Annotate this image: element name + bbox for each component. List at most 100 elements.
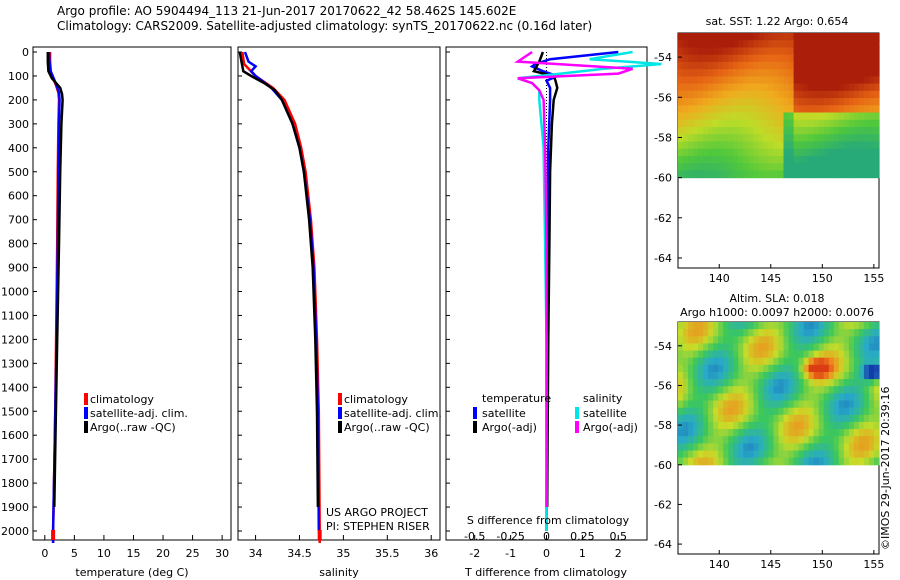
map-cell — [758, 170, 764, 179]
map-cell — [763, 343, 769, 352]
map-cell — [828, 155, 835, 164]
map-cell — [753, 33, 759, 41]
map-cell — [678, 155, 684, 164]
map-cell — [773, 414, 780, 423]
map-cell — [788, 364, 795, 373]
map-cell — [838, 119, 845, 128]
map-cell — [738, 357, 744, 366]
map-cell — [743, 357, 749, 366]
map-cell — [688, 379, 694, 387]
map-cell — [818, 148, 825, 157]
map-cell — [688, 421, 694, 430]
map-cell — [778, 421, 785, 430]
map-cell — [743, 69, 749, 77]
map-cell — [683, 329, 689, 337]
map-cell — [828, 421, 835, 430]
map-cell — [808, 83, 815, 92]
map-cell — [793, 436, 800, 444]
map-cell — [808, 379, 815, 387]
map-cell — [708, 372, 714, 380]
map-cell — [773, 336, 780, 344]
map-cell — [813, 421, 820, 430]
map-cell — [803, 393, 810, 402]
map-cell — [858, 76, 865, 85]
map-cell — [698, 40, 704, 48]
map-cell — [874, 127, 880, 135]
map-cell — [838, 141, 845, 150]
map-cell — [778, 127, 785, 135]
map-cell — [863, 329, 870, 337]
map-cell — [863, 393, 870, 402]
title-line-1: Argo profile: AO 5904494_113 21-Jun-2017… — [57, 4, 517, 18]
map-cell — [703, 400, 709, 409]
map-cell — [758, 134, 764, 142]
map-cell — [743, 98, 749, 106]
map-cell — [693, 105, 699, 114]
map-cell — [763, 134, 769, 142]
map-cell — [698, 134, 704, 142]
map-cell — [763, 393, 769, 402]
map-cell — [778, 69, 785, 77]
map-cell — [718, 148, 724, 157]
map-cell — [698, 414, 704, 423]
map-cell — [758, 429, 764, 437]
map-cell — [748, 450, 754, 459]
legend-label-climatology: climatology — [344, 393, 408, 406]
map-cell — [778, 83, 785, 92]
map-cell — [753, 443, 759, 452]
map-cell — [823, 322, 830, 330]
map-cell — [698, 163, 704, 171]
map-cell — [798, 47, 805, 56]
map-cell — [728, 322, 734, 330]
map-cell — [803, 127, 810, 135]
map-cell — [843, 105, 850, 114]
map-cell — [713, 400, 719, 409]
map-cell — [798, 443, 805, 452]
map-cell — [698, 127, 704, 135]
map-cell — [768, 98, 775, 106]
sst-map-title: sat. SST: 1.22 Argo: 0.654 — [706, 15, 849, 28]
map-cell — [783, 357, 790, 366]
map-cell — [788, 457, 795, 466]
map-cell — [768, 90, 775, 99]
map-cell — [713, 379, 719, 387]
map-cell — [743, 429, 749, 437]
map-cell — [743, 436, 749, 444]
map-cell — [823, 436, 830, 444]
x-tick-label: -2 — [469, 547, 480, 560]
map-cell — [698, 364, 704, 373]
y-tick-label: 1600 — [1, 429, 29, 442]
map-cell — [853, 407, 860, 416]
legend-swatch-sal-satellite — [575, 407, 579, 419]
map-cell — [758, 155, 764, 164]
map-cell — [753, 112, 759, 121]
map-cell — [838, 407, 845, 416]
map-cell — [818, 429, 825, 437]
map-cell — [683, 163, 689, 171]
map-cell — [738, 119, 744, 128]
map-cell — [813, 357, 820, 366]
map-cell — [793, 429, 800, 437]
map-cell — [728, 364, 734, 373]
map-cell — [783, 343, 790, 352]
map-cell — [688, 119, 694, 128]
map-cell — [818, 69, 825, 77]
map-cell — [728, 372, 734, 380]
map-cell — [693, 141, 699, 150]
map-cell — [793, 134, 800, 142]
map-cell — [853, 400, 860, 409]
map-cell — [768, 400, 775, 409]
map-cell — [718, 400, 724, 409]
map-cell — [698, 400, 704, 409]
map-cell — [773, 329, 780, 337]
map-cell — [738, 134, 744, 142]
map-cell — [703, 336, 709, 344]
map-cell — [728, 90, 734, 99]
map-cell — [758, 329, 764, 337]
map-cell — [783, 40, 790, 48]
map-cell — [693, 170, 699, 179]
map-cell — [813, 134, 820, 142]
map-cell — [683, 98, 689, 106]
map-cell — [708, 443, 714, 452]
map-cell — [753, 127, 759, 135]
